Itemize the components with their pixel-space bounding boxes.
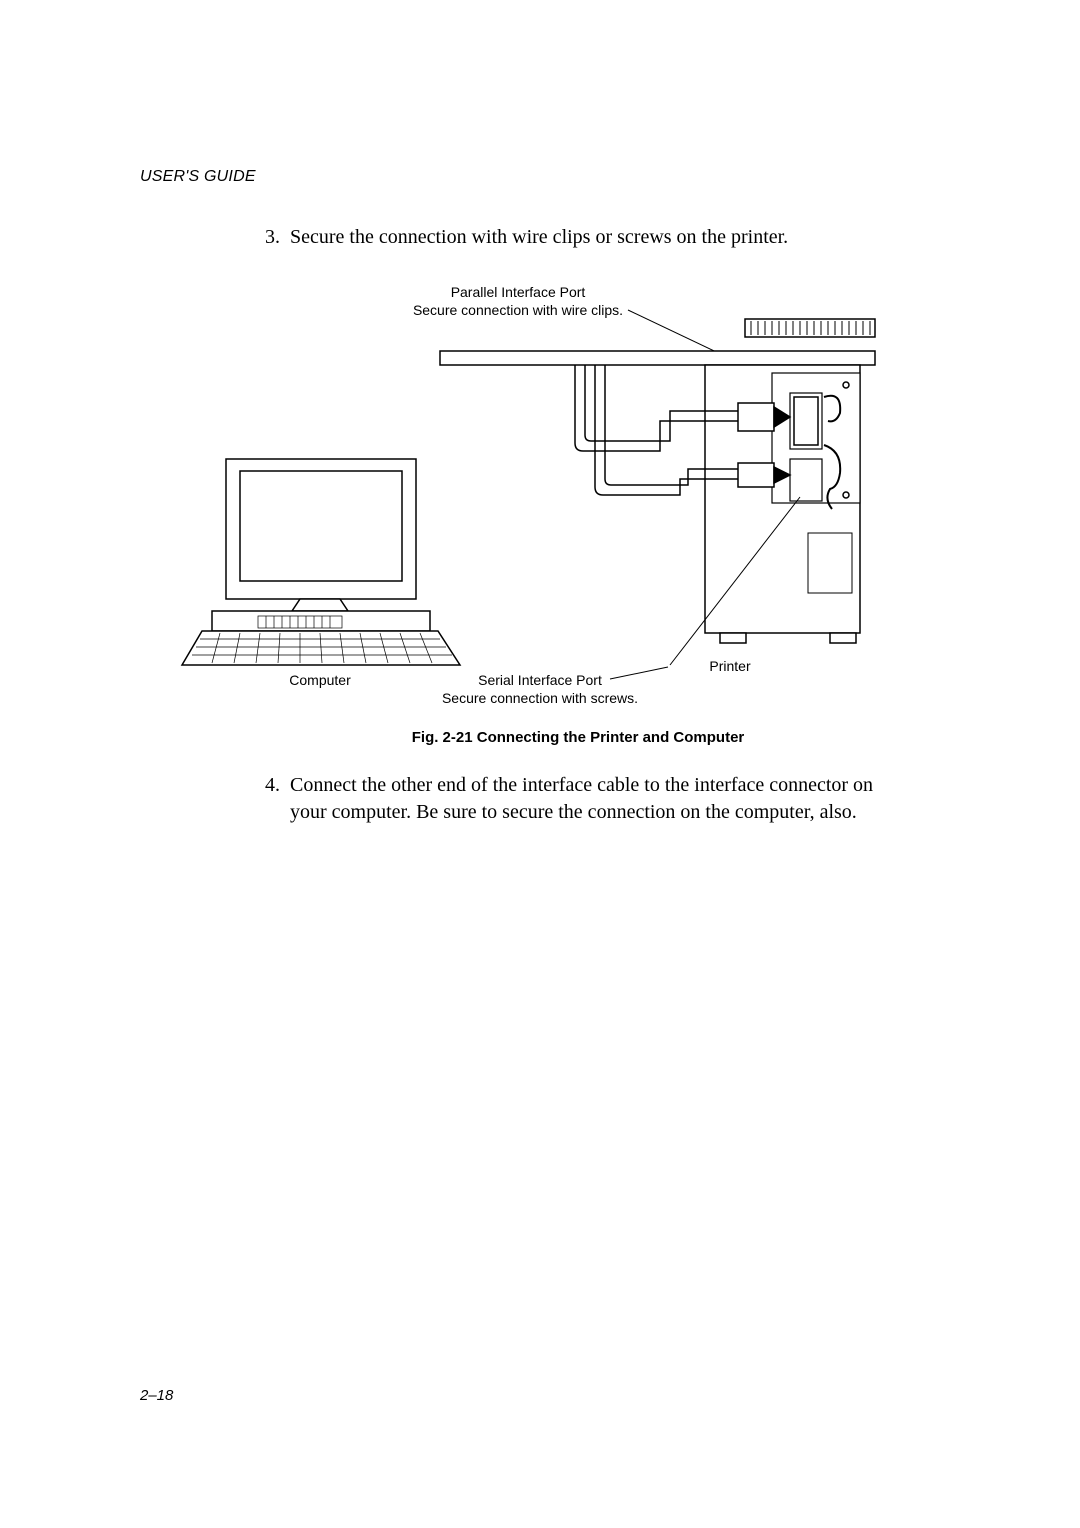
serial-port-label-2: Secure connection with screws. — [442, 690, 638, 703]
figure-2-21: Parallel Interface Port Secure connectio… — [140, 273, 940, 746]
running-header: USER'S GUIDE — [140, 168, 940, 186]
connection-diagram: Parallel Interface Port Secure connectio… — [140, 273, 940, 703]
step-4-number: 4. — [258, 772, 280, 826]
serial-port-label-1: Serial Interface Port — [478, 672, 602, 688]
figure-caption: Fig. 2-21 Connecting the Printer and Com… — [258, 729, 898, 746]
page-number: 2–18 — [140, 1387, 173, 1404]
computer — [182, 459, 460, 665]
step-4-text: Connect the other end of the interface c… — [290, 772, 910, 826]
step-4: 4. Connect the other end of the interfac… — [258, 772, 940, 826]
computer-label: Computer — [289, 672, 351, 688]
step-3-number: 3. — [258, 224, 280, 251]
parallel-port-label-2: Secure connection with wire clips. — [413, 302, 623, 318]
step-3-text: Secure the connection with wire clips or… — [290, 224, 788, 251]
printer-body — [440, 351, 875, 643]
printer-label: Printer — [709, 658, 751, 674]
step-3: 3. Secure the connection with wire clips… — [258, 224, 940, 251]
printer-vent — [745, 319, 875, 337]
parallel-port-label-1: Parallel Interface Port — [451, 284, 586, 300]
